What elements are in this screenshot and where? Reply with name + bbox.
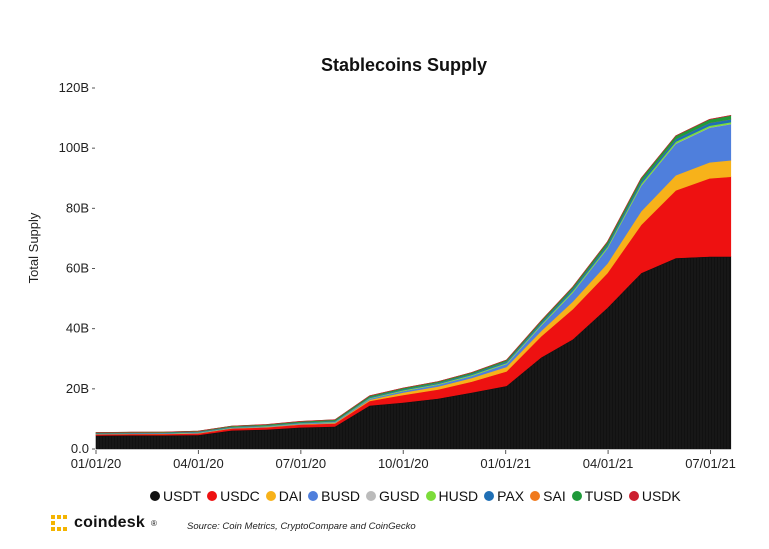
series-area-usdk [95, 115, 732, 433]
y-tick-label: 20B [66, 381, 89, 396]
legend-item-gusd: GUSD [366, 488, 420, 504]
coindesk-logo: coindesk ® [50, 514, 157, 532]
legend-label: USDC [220, 488, 260, 504]
legend-item-dai: DAI [265, 488, 303, 504]
legend-label: USDT [163, 488, 202, 504]
y-tick-label: 80B [66, 200, 89, 215]
legend-label: DAI [278, 488, 303, 504]
y-tick-label: 0.0 [71, 441, 89, 456]
x-tick-label: 01/01/20 [71, 456, 122, 471]
brand-mark: ® [150, 518, 157, 528]
legend-swatch [571, 491, 582, 501]
x-tick-label: 07/01/20 [276, 456, 327, 471]
legend-item-tusd: TUSD [571, 488, 623, 504]
legend-swatch [308, 491, 319, 501]
y-tick-label: 120B [59, 80, 89, 95]
y-tick-label: 40B [66, 321, 89, 336]
bar-texture [97, 257, 729, 449]
x-tick-label: 10/01/20 [378, 456, 429, 471]
y-tick-label: 100B [59, 140, 89, 155]
x-axis: 01/01/20 04/01/20 07/01/20 10/01/20 01/01/21… [71, 450, 736, 471]
legend-swatch [484, 491, 495, 501]
footer: coindesk ® [50, 514, 157, 532]
legend-label: BUSD [321, 488, 361, 504]
stacked-areas [95, 115, 732, 450]
legend-swatch [207, 491, 218, 501]
y-axis: 0.0 20B 40B 60B 80B 100B 120B [59, 80, 95, 456]
legend-item-sai: SAI [530, 488, 566, 504]
legend-item-husd: HUSD [425, 488, 479, 504]
legend-label: PAX [497, 488, 525, 504]
legend-label: SAI [543, 488, 566, 504]
series-area-usdt [95, 256, 732, 450]
brand-name: coindesk [74, 514, 145, 531]
legend-swatch [150, 491, 160, 501]
y-axis-label: Total Supply [26, 212, 41, 283]
legend-label: USDK [641, 488, 681, 504]
x-tick-label: 04/01/20 [173, 456, 224, 471]
y-tick-label: 60B [66, 261, 89, 276]
legend-item-pax: PAX [484, 488, 524, 504]
legend-item-usdt: USDT [150, 488, 201, 504]
coindesk-logo-icon [51, 515, 67, 531]
legend-item-usdk: USDK [628, 488, 681, 504]
x-tick-label: 07/01/21 [685, 456, 736, 471]
legend-swatch [425, 491, 436, 501]
legend: USDT USDC DAI BUSD GUSD HUSD PAX SAI TUSD USDK [150, 488, 681, 504]
legend-item-usdc: USDC [207, 488, 260, 504]
legend-label: HUSD [438, 488, 479, 504]
legend-swatch [628, 491, 639, 501]
legend-swatch [366, 491, 377, 501]
source-note: Source: Coin Metrics, CryptoCompare and … [187, 521, 416, 532]
legend-item-busd: BUSD [308, 488, 360, 504]
x-tick-label: 04/01/21 [583, 456, 634, 471]
chart-title: Stablecoins Supply [321, 55, 487, 75]
legend-swatch [265, 491, 276, 501]
legend-label: GUSD [379, 488, 420, 504]
legend-swatch [530, 491, 541, 501]
legend-label: TUSD [584, 488, 623, 504]
x-tick-label: 01/01/21 [480, 456, 531, 471]
